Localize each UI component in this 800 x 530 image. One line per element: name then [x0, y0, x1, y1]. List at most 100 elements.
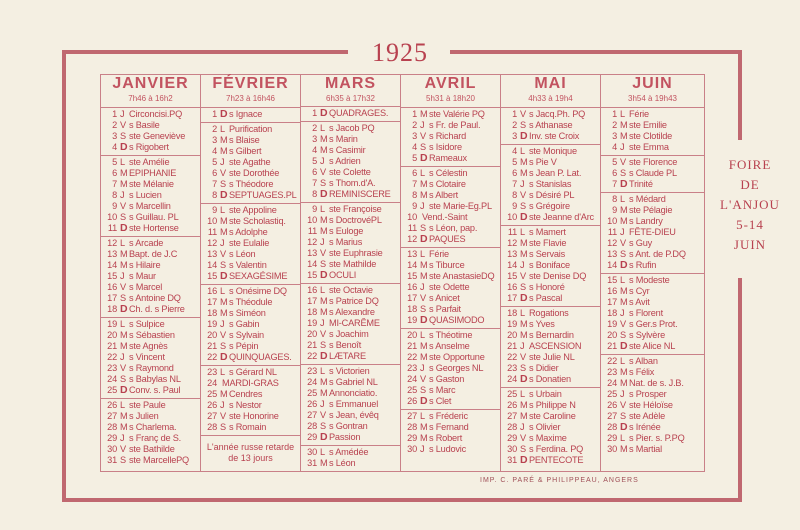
day-number: 10 — [507, 212, 517, 222]
day-number: 18 — [207, 308, 217, 318]
day-row: 13 L Férie — [401, 249, 500, 260]
day-number: 21 — [607, 341, 617, 351]
saint-name: ste Bathilde — [129, 444, 175, 454]
day-row: 2 L Purification — [201, 124, 300, 135]
day-number: 1 — [212, 109, 217, 119]
saint-name: s DoctrovéPL — [329, 215, 382, 225]
day-number: 2 — [112, 120, 117, 130]
frame-line — [62, 50, 348, 54]
saint-name: s Vincent — [129, 352, 165, 362]
weekday-letter: V — [120, 282, 126, 292]
month-name: MARS — [324, 75, 377, 92]
day-number: 27 — [407, 411, 417, 421]
weekday-letter: M — [320, 226, 328, 236]
day-number: 26 — [607, 400, 617, 410]
saint-name: s Ger.s Prot. — [629, 319, 678, 329]
day-number: 23 — [207, 367, 217, 377]
day-number: 25 — [107, 385, 117, 395]
saint-name: ste Marie-Eg.PL — [429, 201, 492, 211]
saint-name: FÊTE-DIEU — [629, 227, 676, 237]
day-number: 29 — [307, 432, 317, 442]
saint-name: s Modeste — [629, 275, 670, 285]
weekday-letter: M — [420, 341, 428, 351]
day-number: 6 — [112, 168, 117, 178]
day-number: 23 — [507, 363, 517, 373]
saint-name: Vend.-Saint — [422, 212, 468, 222]
saint-name: s Gérard NL — [229, 367, 277, 377]
weekday-letter: M — [620, 131, 628, 141]
weekday-letter: M — [620, 205, 628, 215]
day-number: 20 — [607, 330, 617, 340]
saint-name: s Jean, évêq — [329, 410, 379, 420]
weekday-letter: S — [120, 212, 126, 222]
saint-name: SEXAGÉSIME — [229, 271, 288, 281]
saint-name: SEPTUAGES.PL — [229, 190, 297, 200]
day-number: 3 — [312, 134, 317, 144]
day-number: 11 — [107, 223, 117, 233]
day-row: 15 D OCULI — [301, 270, 400, 281]
saint-name: s Guy — [629, 238, 652, 248]
weekday-letter: V — [520, 271, 526, 281]
day-number: 8 — [612, 194, 617, 204]
saint-name: ste Emilie — [629, 120, 667, 130]
day-number: 28 — [507, 422, 517, 432]
weekday-letter: V — [220, 411, 226, 421]
weekday-letter: M — [620, 378, 628, 388]
day-number: 19 — [307, 318, 317, 328]
day-number: 22 — [507, 352, 517, 362]
day-number: 25 — [607, 389, 617, 399]
day-row: 29 D Passion — [301, 432, 400, 443]
day-row: 24 M Nat. de s. J.B. — [601, 378, 704, 389]
weekday-letter: L — [420, 411, 425, 421]
day-number: 16 — [407, 282, 417, 292]
day-number: 24 — [507, 374, 517, 384]
weekday-letter: V — [520, 109, 526, 119]
saint-name: s Jacq.Ph. PQ — [529, 109, 586, 119]
day-number: 11 — [507, 227, 517, 237]
saint-name: ste Pélagie — [629, 205, 673, 215]
weekday-letter: S — [520, 201, 526, 211]
fair-line: JUIN — [733, 237, 767, 252]
weekday-letter: L — [620, 109, 625, 119]
day-number: 3 — [412, 131, 417, 141]
day-row: 24 MARDI-GRAS — [201, 378, 300, 389]
weekday-letter: M — [420, 190, 428, 200]
day-number: 5 — [212, 157, 217, 167]
day-number: 7 — [212, 179, 217, 189]
day-row: 25 M Cendres — [201, 389, 300, 400]
day-number: 28 — [607, 422, 617, 432]
weekday-letter: L — [620, 275, 625, 285]
weekday-letter: S — [320, 421, 326, 431]
saint-name: s Rufin — [629, 260, 657, 270]
day-number: 15 — [407, 271, 417, 281]
weekday-letter: J — [220, 400, 225, 410]
day-number: 1 — [412, 109, 417, 119]
